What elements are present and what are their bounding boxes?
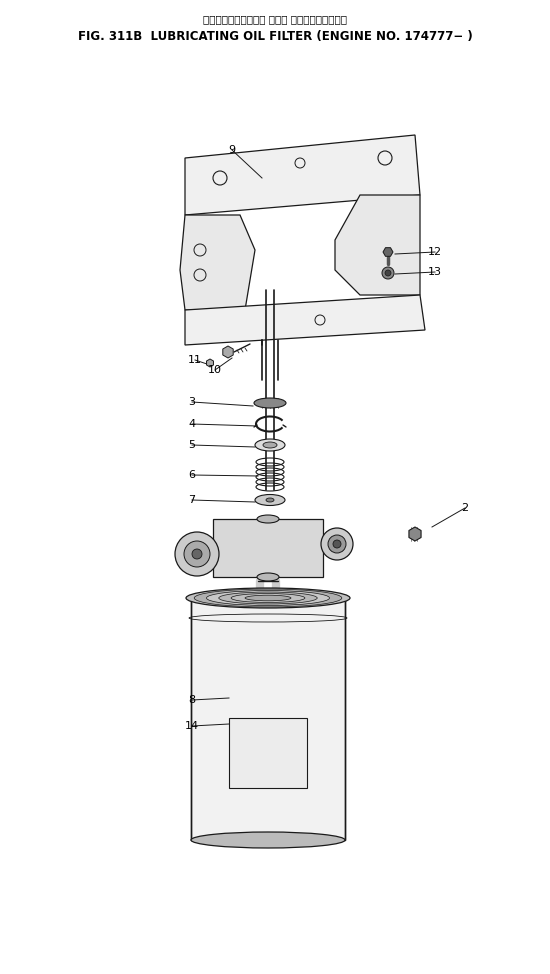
Bar [229, 718, 307, 788]
Text: 12: 12 [428, 247, 442, 257]
Ellipse shape [245, 595, 291, 601]
Polygon shape [409, 527, 421, 541]
Text: 14: 14 [185, 721, 199, 731]
Ellipse shape [266, 498, 274, 502]
Text: 8: 8 [189, 695, 196, 705]
Polygon shape [223, 346, 233, 358]
Polygon shape [185, 295, 425, 345]
Text: 11: 11 [188, 355, 202, 365]
Circle shape [382, 267, 394, 279]
Ellipse shape [186, 588, 350, 608]
Polygon shape [383, 247, 393, 256]
Polygon shape [180, 215, 255, 310]
Ellipse shape [194, 589, 342, 607]
Ellipse shape [257, 573, 279, 581]
Ellipse shape [255, 439, 285, 451]
Circle shape [385, 270, 391, 276]
Circle shape [184, 541, 210, 567]
Circle shape [333, 540, 341, 548]
Ellipse shape [206, 590, 329, 606]
Text: 4: 4 [189, 419, 196, 429]
Circle shape [192, 549, 202, 559]
Ellipse shape [257, 515, 279, 523]
Text: 13: 13 [428, 267, 442, 277]
Ellipse shape [219, 592, 317, 604]
Ellipse shape [255, 495, 285, 506]
Text: 9: 9 [228, 145, 235, 155]
Text: 2: 2 [461, 503, 469, 513]
Circle shape [328, 535, 346, 553]
Circle shape [175, 532, 219, 576]
Text: 3: 3 [189, 397, 195, 407]
Bar [191, 598, 345, 840]
Polygon shape [335, 195, 420, 295]
Text: 1: 1 [189, 551, 195, 561]
Polygon shape [185, 135, 420, 215]
Text: 6: 6 [189, 470, 195, 480]
Ellipse shape [263, 442, 277, 448]
Ellipse shape [254, 398, 286, 408]
Polygon shape [213, 519, 323, 577]
Text: 5: 5 [189, 440, 195, 450]
Text: 10: 10 [208, 365, 222, 375]
Text: FIG. 311B  LUBRICATING OIL FILTER (ENGINE NO. 174777− ): FIG. 311B LUBRICATING OIL FILTER (ENGINE… [78, 30, 472, 43]
Ellipse shape [231, 593, 305, 603]
Text: ルーブリケーティング オイル フィルタ　適用号機: ルーブリケーティング オイル フィルタ 適用号機 [203, 14, 347, 24]
Text: 7: 7 [189, 495, 196, 505]
Ellipse shape [191, 832, 345, 848]
Circle shape [321, 528, 353, 560]
Polygon shape [207, 359, 213, 367]
